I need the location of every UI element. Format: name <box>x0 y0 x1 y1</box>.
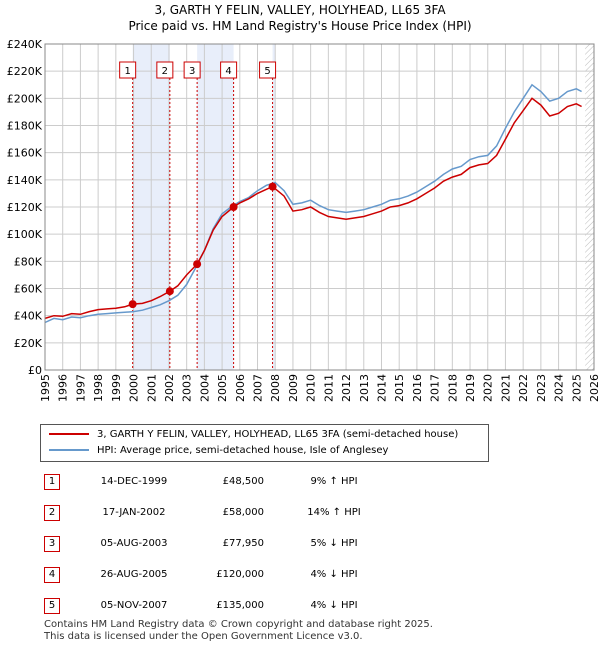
x-tick-label: 2023 <box>535 374 548 402</box>
y-tick-label: £220K <box>7 65 43 78</box>
transaction-price: £120,000 <box>216 569 264 580</box>
footer-license: This data is licensed under the Open Gov… <box>44 631 363 642</box>
x-tick-label: 2002 <box>163 374 176 402</box>
transaction-date: 14-DEC-1999 <box>100 476 168 487</box>
y-tick-label: £100K <box>7 228 43 241</box>
x-tick-label: 1995 <box>39 374 52 402</box>
transaction-label: 4 <box>225 66 231 77</box>
legend-item-hpi: HPI: Average price, semi-detached house,… <box>49 443 388 459</box>
legend-item-property: 3, GARTH Y FELIN, VALLEY, HOLYHEAD, LL65… <box>49 427 458 443</box>
x-tick-label: 2020 <box>482 374 495 402</box>
x-tick-label: 2003 <box>181 374 194 402</box>
x-tick-label: 2019 <box>464 374 477 402</box>
chart-title: 3, GARTH Y FELIN, VALLEY, HOLYHEAD, LL65… <box>154 3 446 17</box>
transaction-label-box <box>259 61 277 79</box>
x-tick-label: 2009 <box>287 374 300 402</box>
transaction-label: 3 <box>189 66 195 77</box>
transaction-label: 5 <box>264 66 270 77</box>
sale-point <box>229 203 238 211</box>
y-tick-label: £180K <box>7 120 43 133</box>
sale-point <box>165 287 174 296</box>
x-tick-label: 2000 <box>128 374 141 402</box>
transaction-hpi-diff: 4% ↓ HPI <box>310 569 358 580</box>
y-tick-label: £40K <box>14 310 43 323</box>
x-tick-label: 1997 <box>74 374 87 402</box>
transaction-number-badge: 4 <box>44 567 60 583</box>
transaction-hpi-diff: 9% ↑ HPI <box>310 476 358 487</box>
transaction-price: £77,950 <box>222 538 264 549</box>
x-tick-label: 1996 <box>57 374 70 402</box>
sale-point <box>268 182 277 191</box>
x-tick-label: 1999 <box>110 374 123 402</box>
transaction-label: 1 <box>124 66 130 77</box>
x-tick-label: 2016 <box>411 374 424 402</box>
transaction-price: £48,500 <box>222 476 264 487</box>
x-tick-label: 2026 <box>588 374 600 402</box>
x-tick-label: 2004 <box>198 374 211 402</box>
x-tick-label: 2008 <box>269 374 282 402</box>
footer-copyright: Contains HM Land Registry data © Crown c… <box>44 619 433 630</box>
transaction-label-box <box>220 61 238 79</box>
legend-swatch-hpi <box>49 449 89 451</box>
table-row: 1 14-DEC-1999 £48,500 9% ↑ HPI <box>44 474 484 490</box>
legend-label-hpi: HPI: Average price, semi-detached house,… <box>97 445 389 456</box>
sale-point <box>128 300 137 309</box>
transaction-number-badge: 2 <box>44 505 60 521</box>
transaction-hpi-diff: 14% ↑ HPI <box>307 507 361 518</box>
x-tick-label: 2005 <box>216 374 229 402</box>
x-tick-label: 2024 <box>553 374 566 402</box>
legend-label-property: 3, GARTH Y FELIN, VALLEY, HOLYHEAD, LL65… <box>97 429 459 440</box>
x-tick-label: 2012 <box>340 374 353 402</box>
y-tick-label: £60K <box>14 283 43 296</box>
transaction-price: £135,000 <box>216 600 264 611</box>
sale-point <box>193 260 202 269</box>
x-tick-label: 2001 <box>145 374 158 402</box>
transaction-price: £58,000 <box>222 507 264 518</box>
x-tick-label: 2011 <box>322 374 335 402</box>
x-tick-label: 2017 <box>429 374 442 402</box>
transaction-number-badge: 5 <box>44 598 60 614</box>
transaction-label-box <box>156 61 174 79</box>
table-row: 3 05-AUG-2003 £77,950 5% ↓ HPI <box>44 536 484 552</box>
y-tick-label: £20K <box>14 337 43 350</box>
y-tick-label: £0 <box>28 364 42 377</box>
x-tick-label: 2014 <box>375 374 388 402</box>
transaction-label-box <box>183 61 201 79</box>
x-tick-label: 2022 <box>517 374 530 402</box>
hpi-series-line <box>44 83 582 324</box>
x-tick-label: 2025 <box>570 374 583 402</box>
transaction-date: 17-JAN-2002 <box>102 507 166 518</box>
table-row: 2 17-JAN-2002 £58,000 14% ↑ HPI <box>44 505 484 521</box>
y-tick-label: £140K <box>7 174 43 187</box>
y-tick-label: £80K <box>14 255 43 268</box>
plot-border <box>44 43 595 371</box>
transaction-hpi-diff: 4% ↓ HPI <box>310 600 358 611</box>
x-tick-label: 2013 <box>358 374 371 402</box>
y-tick-label: £160K <box>7 147 43 160</box>
y-tick-label: £240K <box>7 38 43 51</box>
legend-swatch-property <box>49 433 89 435</box>
transaction-date: 26-AUG-2005 <box>100 569 168 580</box>
x-tick-label: 2010 <box>305 374 318 402</box>
x-tick-label: 2015 <box>393 374 406 402</box>
transaction-label: 2 <box>162 66 168 77</box>
x-tick-label: 2007 <box>252 374 265 402</box>
price-chart: 1 2 3 4 5 £0 £20K £40K £60K £80K £100K £120K £140K £1… <box>7 38 600 402</box>
x-tick-label: 2021 <box>499 374 512 402</box>
chart-subtitle: Price paid vs. HM Land Registry's House … <box>128 19 472 33</box>
transaction-date: 05-NOV-2007 <box>100 600 168 611</box>
x-tick-label: 2006 <box>234 374 247 402</box>
x-tick-label: 1998 <box>92 374 105 402</box>
legend: 3, GARTH Y FELIN, VALLEY, HOLYHEAD, LL65… <box>40 424 489 462</box>
transaction-number-badge: 3 <box>44 536 60 552</box>
y-tick-label: £120K <box>7 201 43 214</box>
transaction-label-box <box>119 61 137 79</box>
transaction-number-badge: 1 <box>44 474 60 490</box>
table-row: 4 26-AUG-2005 £120,000 4% ↓ HPI <box>44 567 484 583</box>
transaction-date: 05-AUG-2003 <box>100 538 168 549</box>
transaction-hpi-diff: 5% ↓ HPI <box>310 538 358 549</box>
x-tick-label: 2018 <box>446 374 459 402</box>
table-row: 5 05-NOV-2007 £135,000 4% ↓ HPI <box>44 598 484 614</box>
y-tick-label: £200K <box>7 92 43 105</box>
